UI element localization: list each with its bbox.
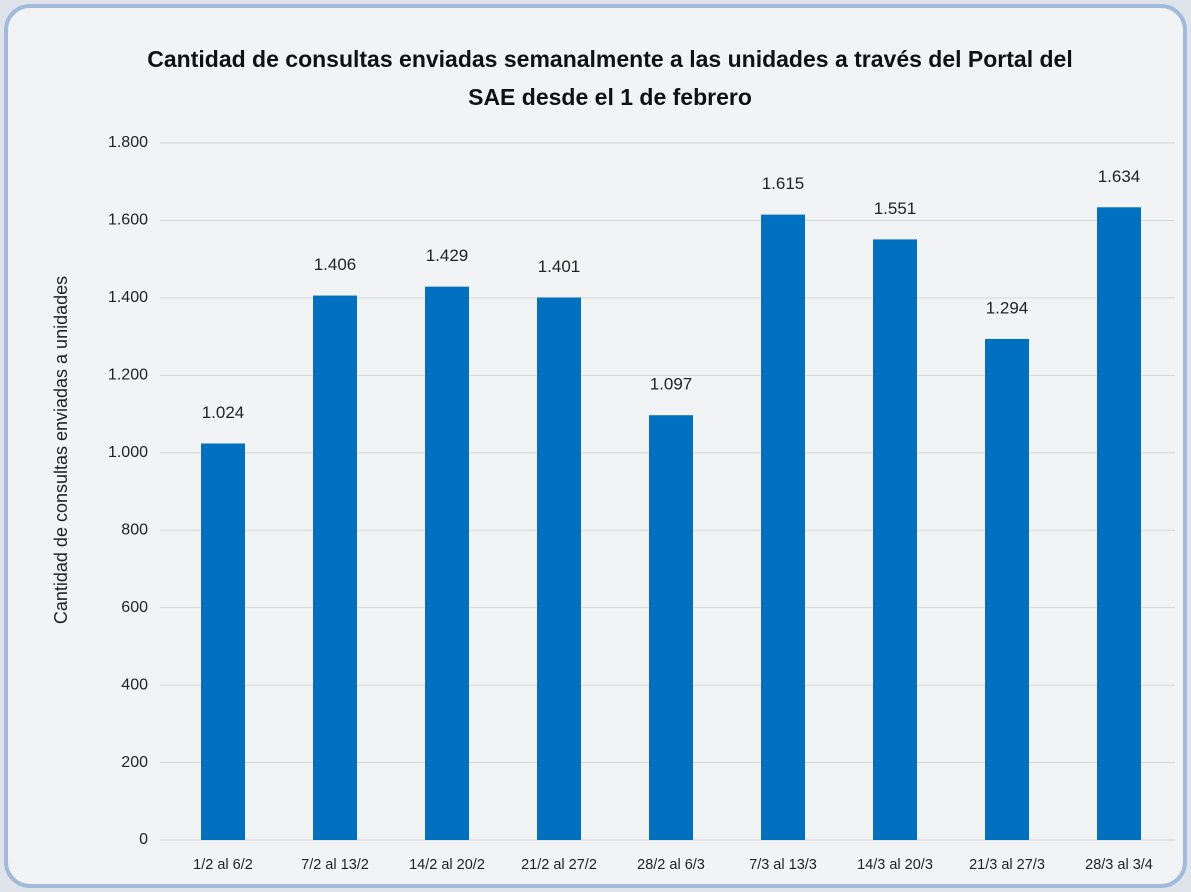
bar (761, 215, 805, 840)
bar (649, 415, 693, 840)
y-tick-label: 1.200 (108, 367, 148, 384)
y-tick-label: 1.800 (108, 134, 148, 151)
page: Cantidad de consultas enviadas semanalme… (0, 0, 1191, 892)
data-label: 1.615 (762, 174, 805, 193)
x-tick-label: 28/2 al 6/3 (637, 857, 705, 873)
data-label: 1.429 (426, 246, 469, 265)
data-label: 1.401 (538, 257, 581, 276)
bar (1097, 207, 1141, 840)
data-label: 1.294 (986, 298, 1029, 317)
y-tick-label: 1.600 (108, 212, 148, 229)
x-tick-label: 1/2 al 6/2 (193, 857, 253, 873)
y-tick-label: 1.400 (108, 289, 148, 306)
bar (313, 296, 357, 840)
y-tick-label: 0 (139, 831, 148, 848)
y-tick-label: 1.000 (108, 444, 148, 461)
x-tick-label: 7/3 al 13/3 (749, 857, 817, 873)
y-tick-label: 600 (121, 599, 148, 616)
x-tick-label: 14/2 al 20/2 (409, 857, 485, 873)
bar (985, 339, 1029, 840)
x-tick-label: 28/3 al 3/4 (1085, 857, 1153, 873)
x-tick-label: 21/2 al 27/2 (521, 857, 597, 873)
x-tick-label: 14/3 al 20/3 (857, 857, 933, 873)
data-label: 1.551 (874, 199, 917, 218)
data-label: 1.634 (1098, 167, 1141, 186)
chart: Cantidad de consultas enviadas a unidade… (0, 0, 1191, 892)
bar (873, 239, 917, 840)
data-label: 1.024 (202, 403, 245, 422)
y-tick-label: 200 (121, 754, 148, 771)
bar (201, 443, 245, 840)
x-tick-label: 21/3 al 27/3 (969, 857, 1045, 873)
data-label: 1.406 (314, 255, 357, 274)
y-axis-title: Cantidad de consultas enviadas a unidade… (51, 276, 71, 624)
data-label: 1.097 (650, 375, 693, 394)
y-tick-label: 800 (121, 521, 148, 538)
bar (537, 298, 581, 840)
y-tick-label: 400 (121, 676, 148, 693)
bar (425, 287, 469, 840)
x-tick-label: 7/2 al 13/2 (301, 857, 369, 873)
